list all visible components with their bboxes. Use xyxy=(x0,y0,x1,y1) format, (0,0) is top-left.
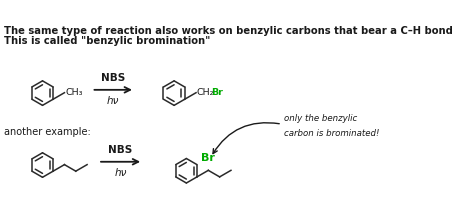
Text: hν: hν xyxy=(114,168,127,178)
Text: Br: Br xyxy=(211,88,223,97)
Text: CH₃: CH₃ xyxy=(65,88,83,97)
Text: This is called "benzylic bromination": This is called "benzylic bromination" xyxy=(4,36,210,46)
Text: The same type of reaction also works on benzylic carbons that bear a C–H bond: The same type of reaction also works on … xyxy=(4,26,453,36)
Text: Br: Br xyxy=(201,153,215,163)
Text: NBS: NBS xyxy=(109,145,133,155)
Text: only the benzylic: only the benzylic xyxy=(283,114,357,123)
Text: another example:: another example: xyxy=(4,127,91,137)
Text: hν: hν xyxy=(107,96,119,106)
Text: carbon is brominated!: carbon is brominated! xyxy=(283,129,379,138)
Text: CH₂: CH₂ xyxy=(197,88,214,97)
Text: NBS: NBS xyxy=(101,73,125,83)
